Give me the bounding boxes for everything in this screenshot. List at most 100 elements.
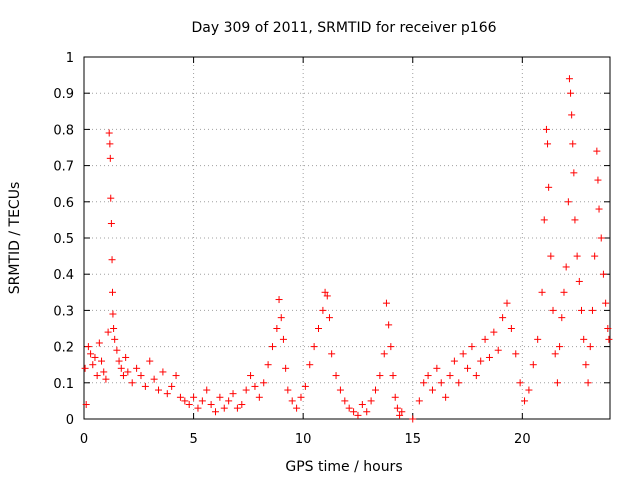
data-point — [558, 314, 566, 322]
data-point — [91, 353, 99, 361]
data-point — [159, 368, 167, 376]
data-point — [225, 397, 233, 405]
data-point — [102, 375, 110, 383]
data-point — [409, 415, 417, 423]
y-tick-label: 0.4 — [53, 268, 74, 283]
data-point — [115, 357, 123, 365]
data-point — [481, 335, 489, 343]
data-point — [564, 198, 572, 206]
data-point — [415, 397, 423, 405]
data-point — [328, 350, 336, 358]
data-point — [490, 328, 498, 336]
data-point — [387, 343, 395, 351]
y-tick-label: 0.9 — [53, 87, 74, 102]
data-point — [565, 75, 573, 83]
data-point — [216, 393, 224, 401]
data-point — [591, 252, 599, 260]
data-point — [119, 372, 127, 380]
data-point — [185, 401, 193, 409]
data-point — [301, 382, 309, 390]
y-axis-ticks: 0 0.1 0.2 0.3 0.4 0.5 0.6 0.7 0.8 0.9 1 — [53, 51, 610, 428]
data-point — [350, 408, 358, 416]
data-point — [168, 382, 176, 390]
y-axis-label: SRMTID / TECUs — [7, 182, 23, 295]
x-axis-ticks: 0 5 10 15 20 — [80, 57, 531, 447]
data-point — [247, 372, 255, 380]
data-point — [485, 353, 493, 361]
data-point — [181, 397, 189, 405]
data-point — [332, 372, 340, 380]
data-point — [198, 397, 206, 405]
data-point — [588, 306, 596, 314]
data-point — [242, 386, 250, 394]
data-point — [220, 404, 228, 412]
data-point — [207, 401, 215, 409]
data-point — [128, 379, 136, 387]
chart-title: Day 309 of 2011, SRMTID for receiver p16… — [191, 20, 496, 36]
data-point — [310, 343, 318, 351]
data-point — [580, 335, 588, 343]
data-point — [84, 343, 92, 351]
data-point — [472, 372, 480, 380]
data-point — [109, 310, 117, 318]
data-point — [106, 154, 114, 162]
y-tick-label: 0.7 — [53, 160, 74, 175]
data-point — [106, 140, 114, 148]
x-tick-label: 20 — [514, 432, 531, 447]
data-point — [100, 368, 108, 376]
data-point — [582, 361, 590, 369]
y-tick-label: 0 — [66, 413, 74, 428]
data-point — [446, 372, 454, 380]
data-point — [233, 404, 241, 412]
data-point — [503, 299, 511, 307]
data-point — [420, 379, 428, 387]
data-point — [87, 350, 95, 358]
x-tick-label: 15 — [404, 432, 421, 447]
data-point — [380, 350, 388, 358]
data-point — [450, 357, 458, 365]
data-point — [81, 364, 89, 372]
data-point — [122, 353, 130, 361]
data-point — [545, 183, 553, 191]
data-point — [354, 411, 362, 419]
data-point — [255, 393, 263, 401]
data-point — [105, 129, 113, 137]
data-point — [176, 393, 184, 401]
data-point — [556, 343, 564, 351]
data-point — [117, 364, 125, 372]
y-tick-label: 0.2 — [53, 341, 74, 356]
data-point — [293, 404, 301, 412]
data-point — [190, 393, 198, 401]
data-point — [108, 256, 116, 264]
data-point — [251, 382, 259, 390]
data-point — [599, 270, 607, 278]
data-point — [398, 408, 406, 416]
data-point — [108, 288, 116, 296]
data-point — [107, 220, 115, 228]
data-point — [319, 306, 327, 314]
data-point — [363, 408, 371, 416]
data-point — [277, 314, 285, 322]
data-point — [124, 368, 132, 376]
data-point — [499, 314, 507, 322]
data-point — [325, 314, 333, 322]
data-point — [529, 361, 537, 369]
data-point — [468, 343, 476, 351]
data-point — [605, 335, 613, 343]
data-point — [573, 252, 581, 260]
x-tick-label: 10 — [295, 432, 312, 447]
data-point — [163, 390, 171, 398]
x-axis-label: GPS time / hours — [285, 459, 402, 475]
data-point — [133, 364, 141, 372]
data-point — [516, 379, 524, 387]
grid-lines — [84, 57, 610, 419]
data-point — [578, 306, 586, 314]
data-point — [428, 386, 436, 394]
x-tick-label: 5 — [189, 432, 197, 447]
data-point — [570, 169, 578, 177]
data-point — [376, 372, 384, 380]
data-point — [389, 372, 397, 380]
data-point — [594, 176, 602, 184]
data-point — [238, 401, 246, 409]
